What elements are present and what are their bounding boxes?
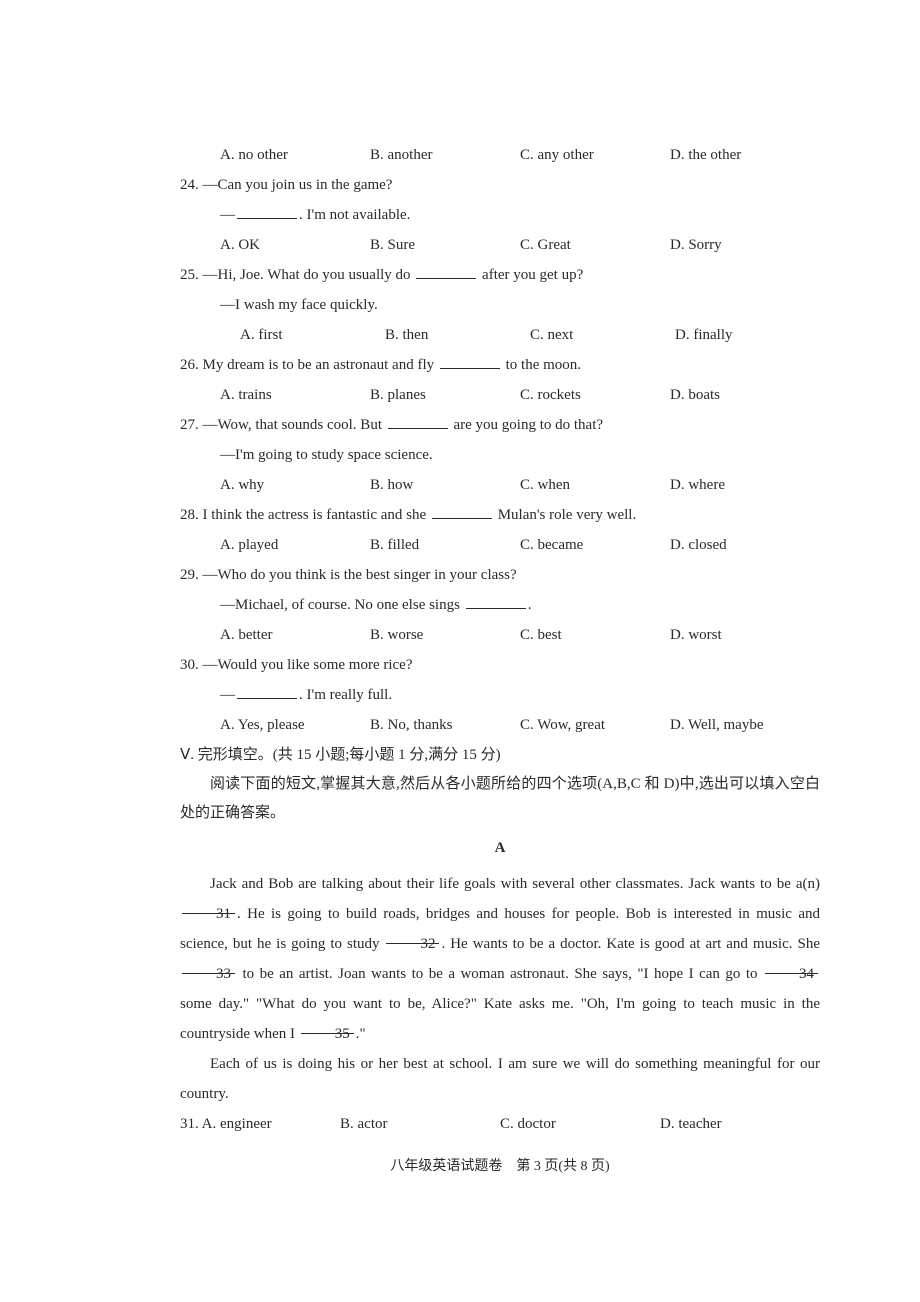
q27-opt-d: D. where	[670, 470, 820, 500]
q29-line2: —Michael, of course. No one else sings .	[180, 590, 820, 620]
q30-opt-a: A. Yes, please	[220, 710, 370, 740]
q26-line: 26. My dream is to be an astronaut and f…	[180, 350, 820, 380]
blank-icon	[416, 265, 476, 280]
blank-icon	[237, 685, 297, 700]
q25-opt-b: B. then	[385, 320, 530, 350]
blank-33: 33	[182, 959, 235, 974]
q24-opt-b: B. Sure	[370, 230, 520, 260]
q27-options: A. why B. how C. when D. where	[180, 470, 820, 500]
blank-icon	[237, 205, 297, 220]
blank-31: 31	[182, 899, 235, 914]
q24-line1: 24. —Can you join us in the game?	[180, 170, 820, 200]
q24-opt-a: A. OK	[220, 230, 370, 260]
q30-line2: — . I'm really full.	[180, 680, 820, 710]
q29-opt-b: B. worse	[370, 620, 520, 650]
q25-line1: 25. —Hi, Joe. What do you usually do aft…	[180, 260, 820, 290]
q25-options: A. first B. then C. next D. finally	[180, 320, 820, 350]
q29-opt-a: A. better	[220, 620, 370, 650]
page-footer: 八年级英语试题卷 第 3 页(共 8 页)	[180, 1153, 820, 1181]
p1-s6: ."	[356, 1026, 366, 1042]
q25-opt-d: D. finally	[675, 320, 820, 350]
q24-line2-pre: —	[220, 207, 235, 223]
exam-page: A. no other B. another C. any other D. t…	[0, 0, 920, 1181]
p1-s4: to be an artist. Joan wants to be a woma…	[237, 966, 763, 982]
q29-options: A. better B. worse C. best D. worst	[180, 620, 820, 650]
q27-line1-post: are you going to do that?	[450, 417, 603, 433]
q24-opt-d: D. Sorry	[670, 230, 820, 260]
q26-opt-c: C. rockets	[520, 380, 670, 410]
q31-opt-b: B. actor	[340, 1109, 500, 1139]
q28-line-pre: 28. I think the actress is fantastic and…	[180, 507, 430, 523]
q30-line2-post: . I'm really full.	[299, 687, 392, 703]
passage-p1: Jack and Bob are talking about their lif…	[180, 869, 820, 1049]
q29-opt-c: C. best	[520, 620, 670, 650]
passage-a: Jack and Bob are talking about their lif…	[180, 869, 820, 1109]
q26-opt-a: A. trains	[220, 380, 370, 410]
q26-options: A. trains B. planes C. rockets D. boats	[180, 380, 820, 410]
blank-icon	[440, 355, 500, 370]
q28-line-post: Mulan's role very well.	[494, 507, 636, 523]
q23-opt-d: D. the other	[670, 140, 820, 170]
q29-line2-post: .	[528, 597, 532, 613]
q23-opt-c: C. any other	[520, 140, 670, 170]
q31-opt-a: 31. A. engineer	[180, 1109, 340, 1139]
q27-line2: —I'm going to study space science.	[180, 440, 820, 470]
q29-line1: 29. —Who do you think is the best singer…	[180, 560, 820, 590]
section-v-instructions: 阅读下面的短文,掌握其大意,然后从各小题所给的四个选项(A,B,C 和 D)中,…	[180, 770, 820, 827]
q27-opt-a: A. why	[220, 470, 370, 500]
passage-p2: Each of us is doing his or her best at s…	[180, 1049, 820, 1109]
q29-opt-d: D. worst	[670, 620, 820, 650]
q31-opt-d: D. teacher	[660, 1109, 820, 1139]
blank-icon	[432, 505, 492, 520]
q25-opt-c: C. next	[530, 320, 675, 350]
q23-opt-b: B. another	[370, 140, 520, 170]
q30-line1: 30. —Would you like some more rice?	[180, 650, 820, 680]
q23-opt-a: A. no other	[220, 140, 370, 170]
q31-opt-c: C. doctor	[500, 1109, 660, 1139]
q27-opt-b: B. how	[370, 470, 520, 500]
q28-opt-b: B. filled	[370, 530, 520, 560]
p1-s3: . He wants to be a doctor. Kate is good …	[441, 936, 820, 952]
passage-label-a: A	[180, 833, 820, 863]
section-v-title: Ⅴ. 完形填空。(共 15 小题;每小题 1 分,满分 15 分)	[180, 740, 820, 770]
blank-34: 34	[765, 959, 818, 974]
q28-options: A. played B. filled C. became D. closed	[180, 530, 820, 560]
q27-line1-pre: 27. —Wow, that sounds cool. But	[180, 417, 386, 433]
q26-line-pre: 26. My dream is to be an astronaut and f…	[180, 357, 438, 373]
q24-line2-post: . I'm not available.	[299, 207, 410, 223]
q28-opt-d: D. closed	[670, 530, 820, 560]
blank-32: 32	[386, 929, 439, 944]
q24-line2: — . I'm not available.	[180, 200, 820, 230]
q25-line1-pre: 25. —Hi, Joe. What do you usually do	[180, 267, 414, 283]
q27-opt-c: C. when	[520, 470, 670, 500]
q27-line1: 27. —Wow, that sounds cool. But are you …	[180, 410, 820, 440]
q30-options: A. Yes, please B. No, thanks C. Wow, gre…	[180, 710, 820, 740]
q30-opt-d: D. Well, maybe	[670, 710, 820, 740]
q24-options: A. OK B. Sure C. Great D. Sorry	[180, 230, 820, 260]
q25-opt-a: A. first	[240, 320, 385, 350]
blank-icon	[466, 595, 526, 610]
q26-opt-d: D. boats	[670, 380, 820, 410]
q24-opt-c: C. Great	[520, 230, 670, 260]
p1-s5: some day." "What do you want to be, Alic…	[180, 996, 820, 1042]
q23-options: A. no other B. another C. any other D. t…	[180, 140, 820, 170]
q25-line2: —I wash my face quickly.	[180, 290, 820, 320]
q29-line2-pre: —Michael, of course. No one else sings	[220, 597, 464, 613]
q30-opt-b: B. No, thanks	[370, 710, 520, 740]
q26-opt-b: B. planes	[370, 380, 520, 410]
q28-line: 28. I think the actress is fantastic and…	[180, 500, 820, 530]
q28-opt-a: A. played	[220, 530, 370, 560]
p1-s1: Jack and Bob are talking about their lif…	[210, 876, 820, 892]
q31-options: 31. A. engineer B. actor C. doctor D. te…	[180, 1109, 820, 1139]
blank-35: 35	[301, 1019, 354, 1034]
q30-opt-c: C. Wow, great	[520, 710, 670, 740]
q30-line2-pre: —	[220, 687, 235, 703]
blank-icon	[388, 415, 448, 430]
q25-line1-post: after you get up?	[478, 267, 583, 283]
q28-opt-c: C. became	[520, 530, 670, 560]
q26-line-post: to the moon.	[502, 357, 581, 373]
